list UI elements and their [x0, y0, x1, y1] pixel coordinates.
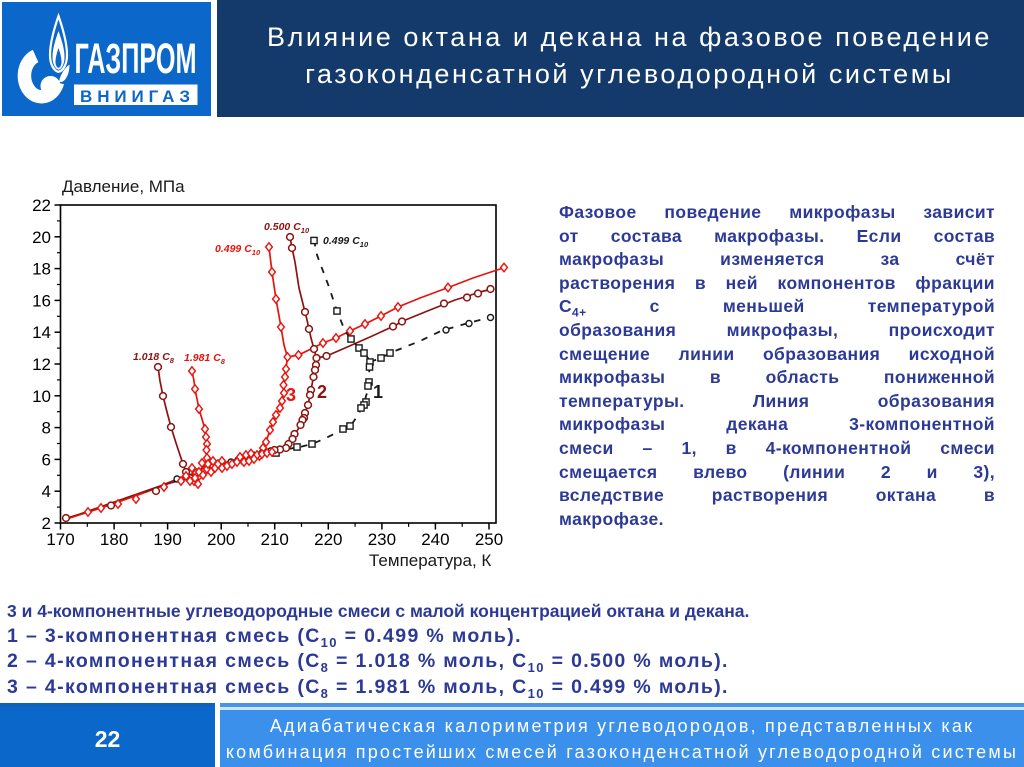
svg-text:14: 14	[32, 323, 51, 342]
svg-text:210: 210	[261, 530, 289, 549]
svg-text:180: 180	[100, 530, 128, 549]
svg-text:2: 2	[42, 514, 51, 533]
svg-text:20: 20	[32, 228, 51, 247]
svg-text:0.500 C10: 0.500 C10	[264, 221, 310, 235]
svg-text:1.018 C8: 1.018 C8	[133, 351, 175, 365]
svg-text:ВНИИГАЗ: ВНИИГАЗ	[80, 87, 190, 106]
svg-text:170: 170	[46, 530, 74, 549]
svg-text:12: 12	[32, 355, 51, 374]
svg-text:0.499 C10: 0.499 C10	[215, 243, 261, 257]
svg-text:Давление, МПа: Давление, МПа	[62, 177, 185, 196]
svg-text:4: 4	[42, 482, 51, 501]
svg-text:220: 220	[314, 530, 342, 549]
svg-text:0.499 C10: 0.499 C10	[323, 235, 369, 249]
svg-text:1.981 C8: 1.981 C8	[184, 352, 226, 366]
svg-text:1: 1	[373, 382, 383, 402]
svg-text:ГАЗПРОМ: ГАЗПРОМ	[75, 35, 197, 83]
svg-text:240: 240	[421, 530, 449, 549]
svg-text:10: 10	[32, 387, 51, 406]
svg-text:18: 18	[32, 260, 51, 279]
svg-text:16: 16	[32, 291, 51, 310]
svg-text:8: 8	[42, 419, 51, 438]
svg-text:190: 190	[153, 530, 181, 549]
svg-text:6: 6	[42, 450, 51, 469]
svg-text:230: 230	[368, 530, 396, 549]
svg-text:Температура, К: Температура, К	[369, 551, 491, 570]
svg-text:250: 250	[475, 530, 503, 549]
svg-text:22: 22	[32, 196, 51, 215]
svg-text:3: 3	[286, 385, 296, 405]
svg-text:200: 200	[207, 530, 235, 549]
svg-text:2: 2	[317, 382, 327, 402]
